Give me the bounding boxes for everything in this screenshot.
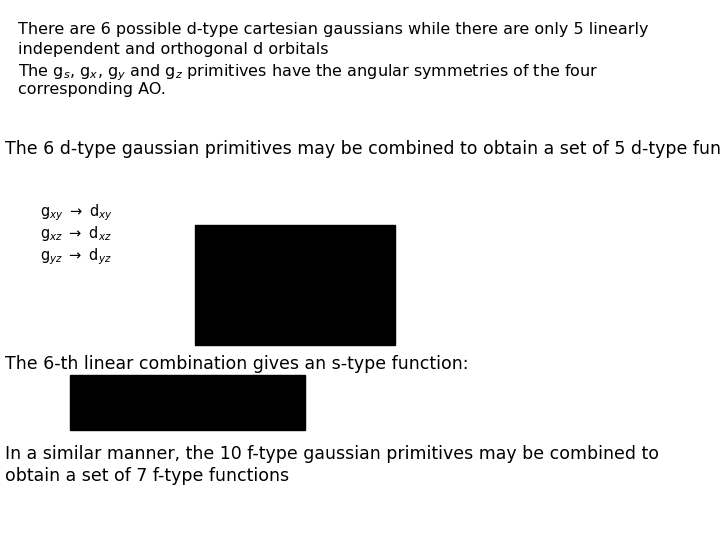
- Bar: [70, 375, 305, 430]
- Text: g$_{yz}$ $\rightarrow$ d$_{yz}$: g$_{yz}$ $\rightarrow$ d$_{yz}$: [40, 246, 112, 267]
- Text: g$_{xz}$ $\rightarrow$ d$_{xz}$: g$_{xz}$ $\rightarrow$ d$_{xz}$: [40, 224, 112, 243]
- Text: independent and orthogonal d orbitals: independent and orthogonal d orbitals: [18, 42, 328, 57]
- Text: The 6 d-type gaussian primitives may be combined to obtain a set of 5 d-type fun: The 6 d-type gaussian primitives may be …: [5, 140, 720, 158]
- Bar: [195, 225, 395, 345]
- Text: g$_{xy}$ $\rightarrow$ d$_{xy}$: g$_{xy}$ $\rightarrow$ d$_{xy}$: [40, 202, 113, 222]
- Text: The 6-th linear combination gives an s-type function:: The 6-th linear combination gives an s-t…: [5, 355, 469, 373]
- Text: In a similar manner, the 10 f-type gaussian primitives may be combined to: In a similar manner, the 10 f-type gauss…: [5, 445, 659, 463]
- Text: There are 6 possible d-type cartesian gaussians while there are only 5 linearly: There are 6 possible d-type cartesian ga…: [18, 22, 649, 37]
- Text: corresponding AO.: corresponding AO.: [18, 82, 166, 97]
- Text: The g$_s$, g$_x$, g$_y$ and g$_z$ primitives have the angular symmetries of the : The g$_s$, g$_x$, g$_y$ and g$_z$ primit…: [18, 62, 598, 83]
- Text: obtain a set of 7 f-type functions: obtain a set of 7 f-type functions: [5, 467, 289, 485]
